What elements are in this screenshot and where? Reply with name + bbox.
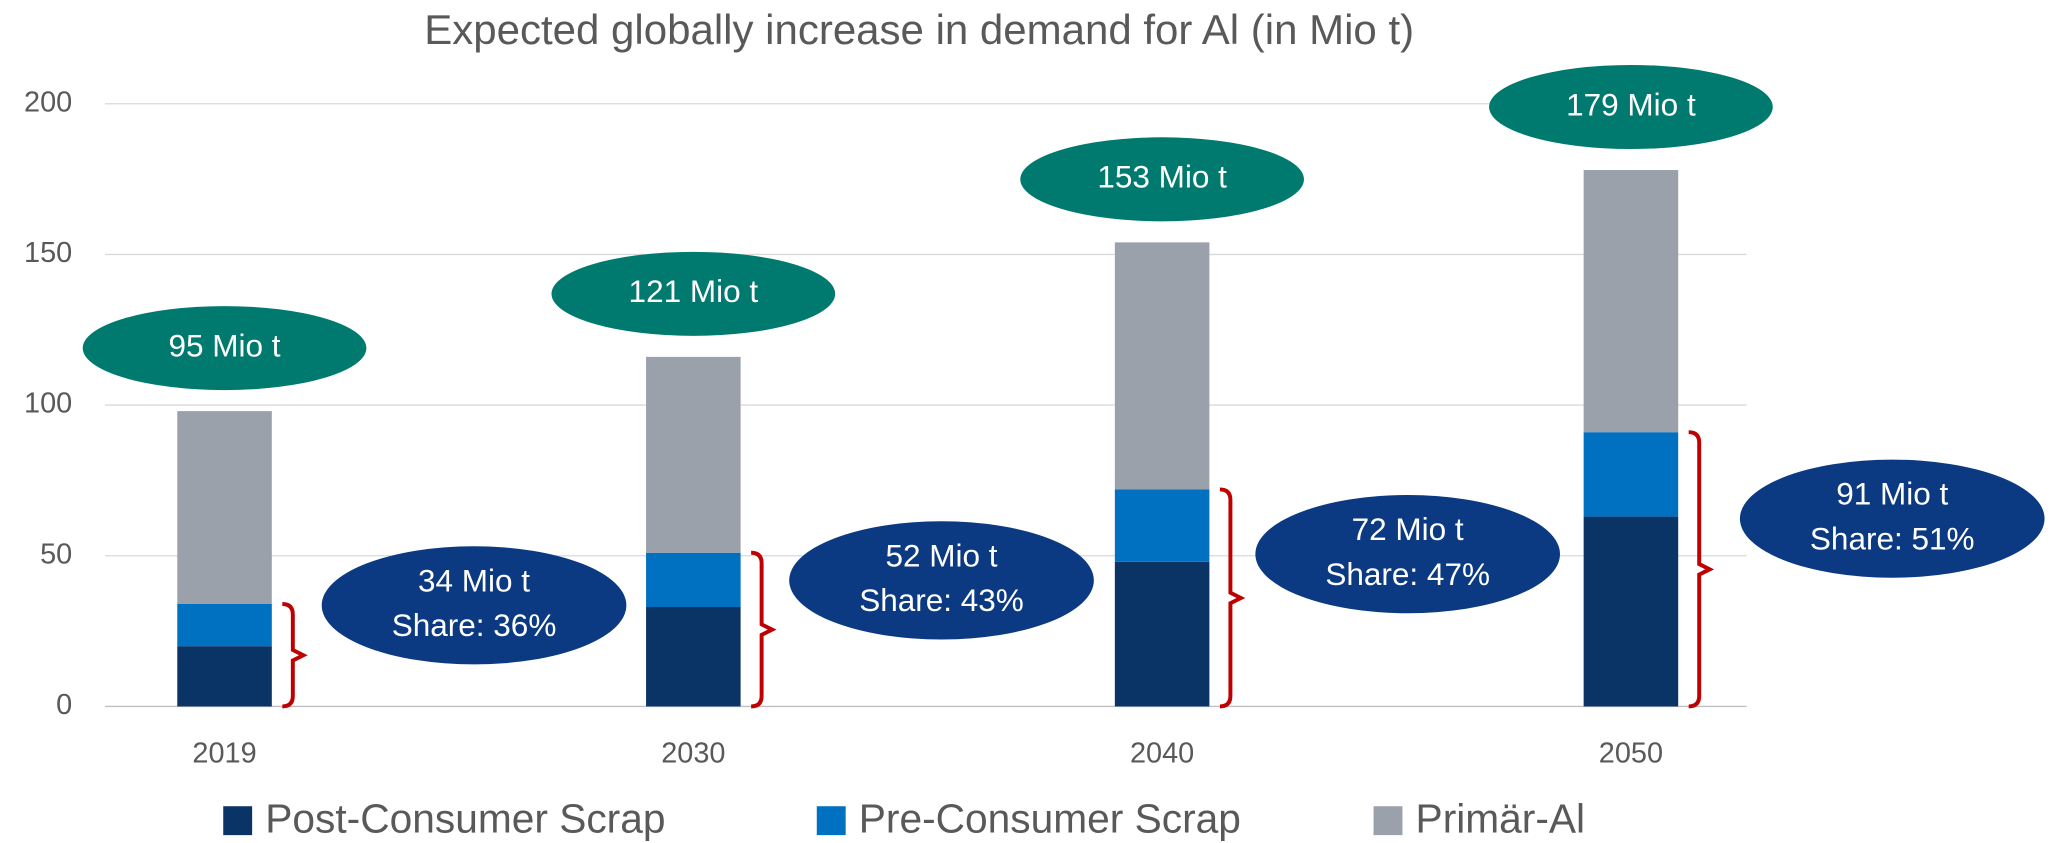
- bar-segment: [177, 603, 272, 647]
- legend-label: Primär-Al: [1416, 796, 1586, 842]
- share-bubble: [321, 546, 627, 665]
- share-bubble: [1739, 459, 2045, 578]
- share-label: 72 Mio t: [1352, 511, 1464, 547]
- bar-segment: [1114, 242, 1210, 490]
- total-label: 153 Mio t: [1097, 159, 1227, 195]
- x-tick-label: 2019: [192, 738, 256, 770]
- total-label: 95 Mio t: [169, 327, 281, 363]
- share-bubble: [789, 521, 1094, 640]
- total-bubble: [1489, 64, 1773, 150]
- legend-label: Post-Consumer Scrap: [265, 796, 665, 842]
- bar-segment: [646, 606, 741, 707]
- bracket: [1688, 430, 1715, 709]
- bar-segment: [646, 552, 741, 607]
- total-label: 121 Mio t: [629, 273, 759, 309]
- bar-segment: [1114, 561, 1210, 707]
- y-tick-label: 200: [24, 86, 72, 118]
- chart-title: Expected globally increase in demand for…: [424, 6, 1414, 53]
- y-tick-label: 100: [24, 388, 72, 420]
- x-tick-label: 2030: [661, 738, 725, 770]
- total-bubble: [82, 306, 367, 391]
- share-bubble: [1255, 495, 1561, 614]
- legend-swatch: [816, 806, 846, 836]
- share-label: 91 Mio t: [1836, 476, 1948, 512]
- share-label: Share: 51%: [1810, 520, 1975, 556]
- total-bubble: [551, 251, 836, 336]
- bar-segment: [646, 356, 741, 553]
- share-label: 52 Mio t: [885, 537, 997, 573]
- total-bubble: [1020, 137, 1304, 222]
- bar-segment: [177, 411, 272, 604]
- share-label: 34 Mio t: [418, 562, 530, 598]
- x-tick-label: 2040: [1130, 738, 1194, 770]
- total-label: 179 Mio t: [1566, 86, 1696, 122]
- share-label: Share: 36%: [392, 607, 557, 643]
- legend-label: Pre-Consumer Scrap: [859, 796, 1241, 842]
- bar-segment: [1114, 489, 1210, 562]
- bar-segment: [1583, 170, 1679, 433]
- y-tick-label: 150: [24, 237, 72, 269]
- bracket: [1219, 487, 1246, 709]
- share-label: Share: 47%: [1325, 556, 1490, 592]
- legend-swatch: [1373, 806, 1403, 836]
- y-tick-label: 50: [40, 538, 72, 570]
- bracket: [282, 602, 308, 709]
- y-tick-label: 0: [56, 689, 72, 721]
- bar-segment: [1583, 432, 1679, 517]
- share-label: Share: 43%: [859, 582, 1024, 618]
- bracket: [751, 550, 777, 709]
- bar-segment: [177, 646, 272, 707]
- legend-swatch: [223, 806, 253, 836]
- x-tick-label: 2050: [1599, 738, 1663, 770]
- bar-segment: [1583, 516, 1679, 707]
